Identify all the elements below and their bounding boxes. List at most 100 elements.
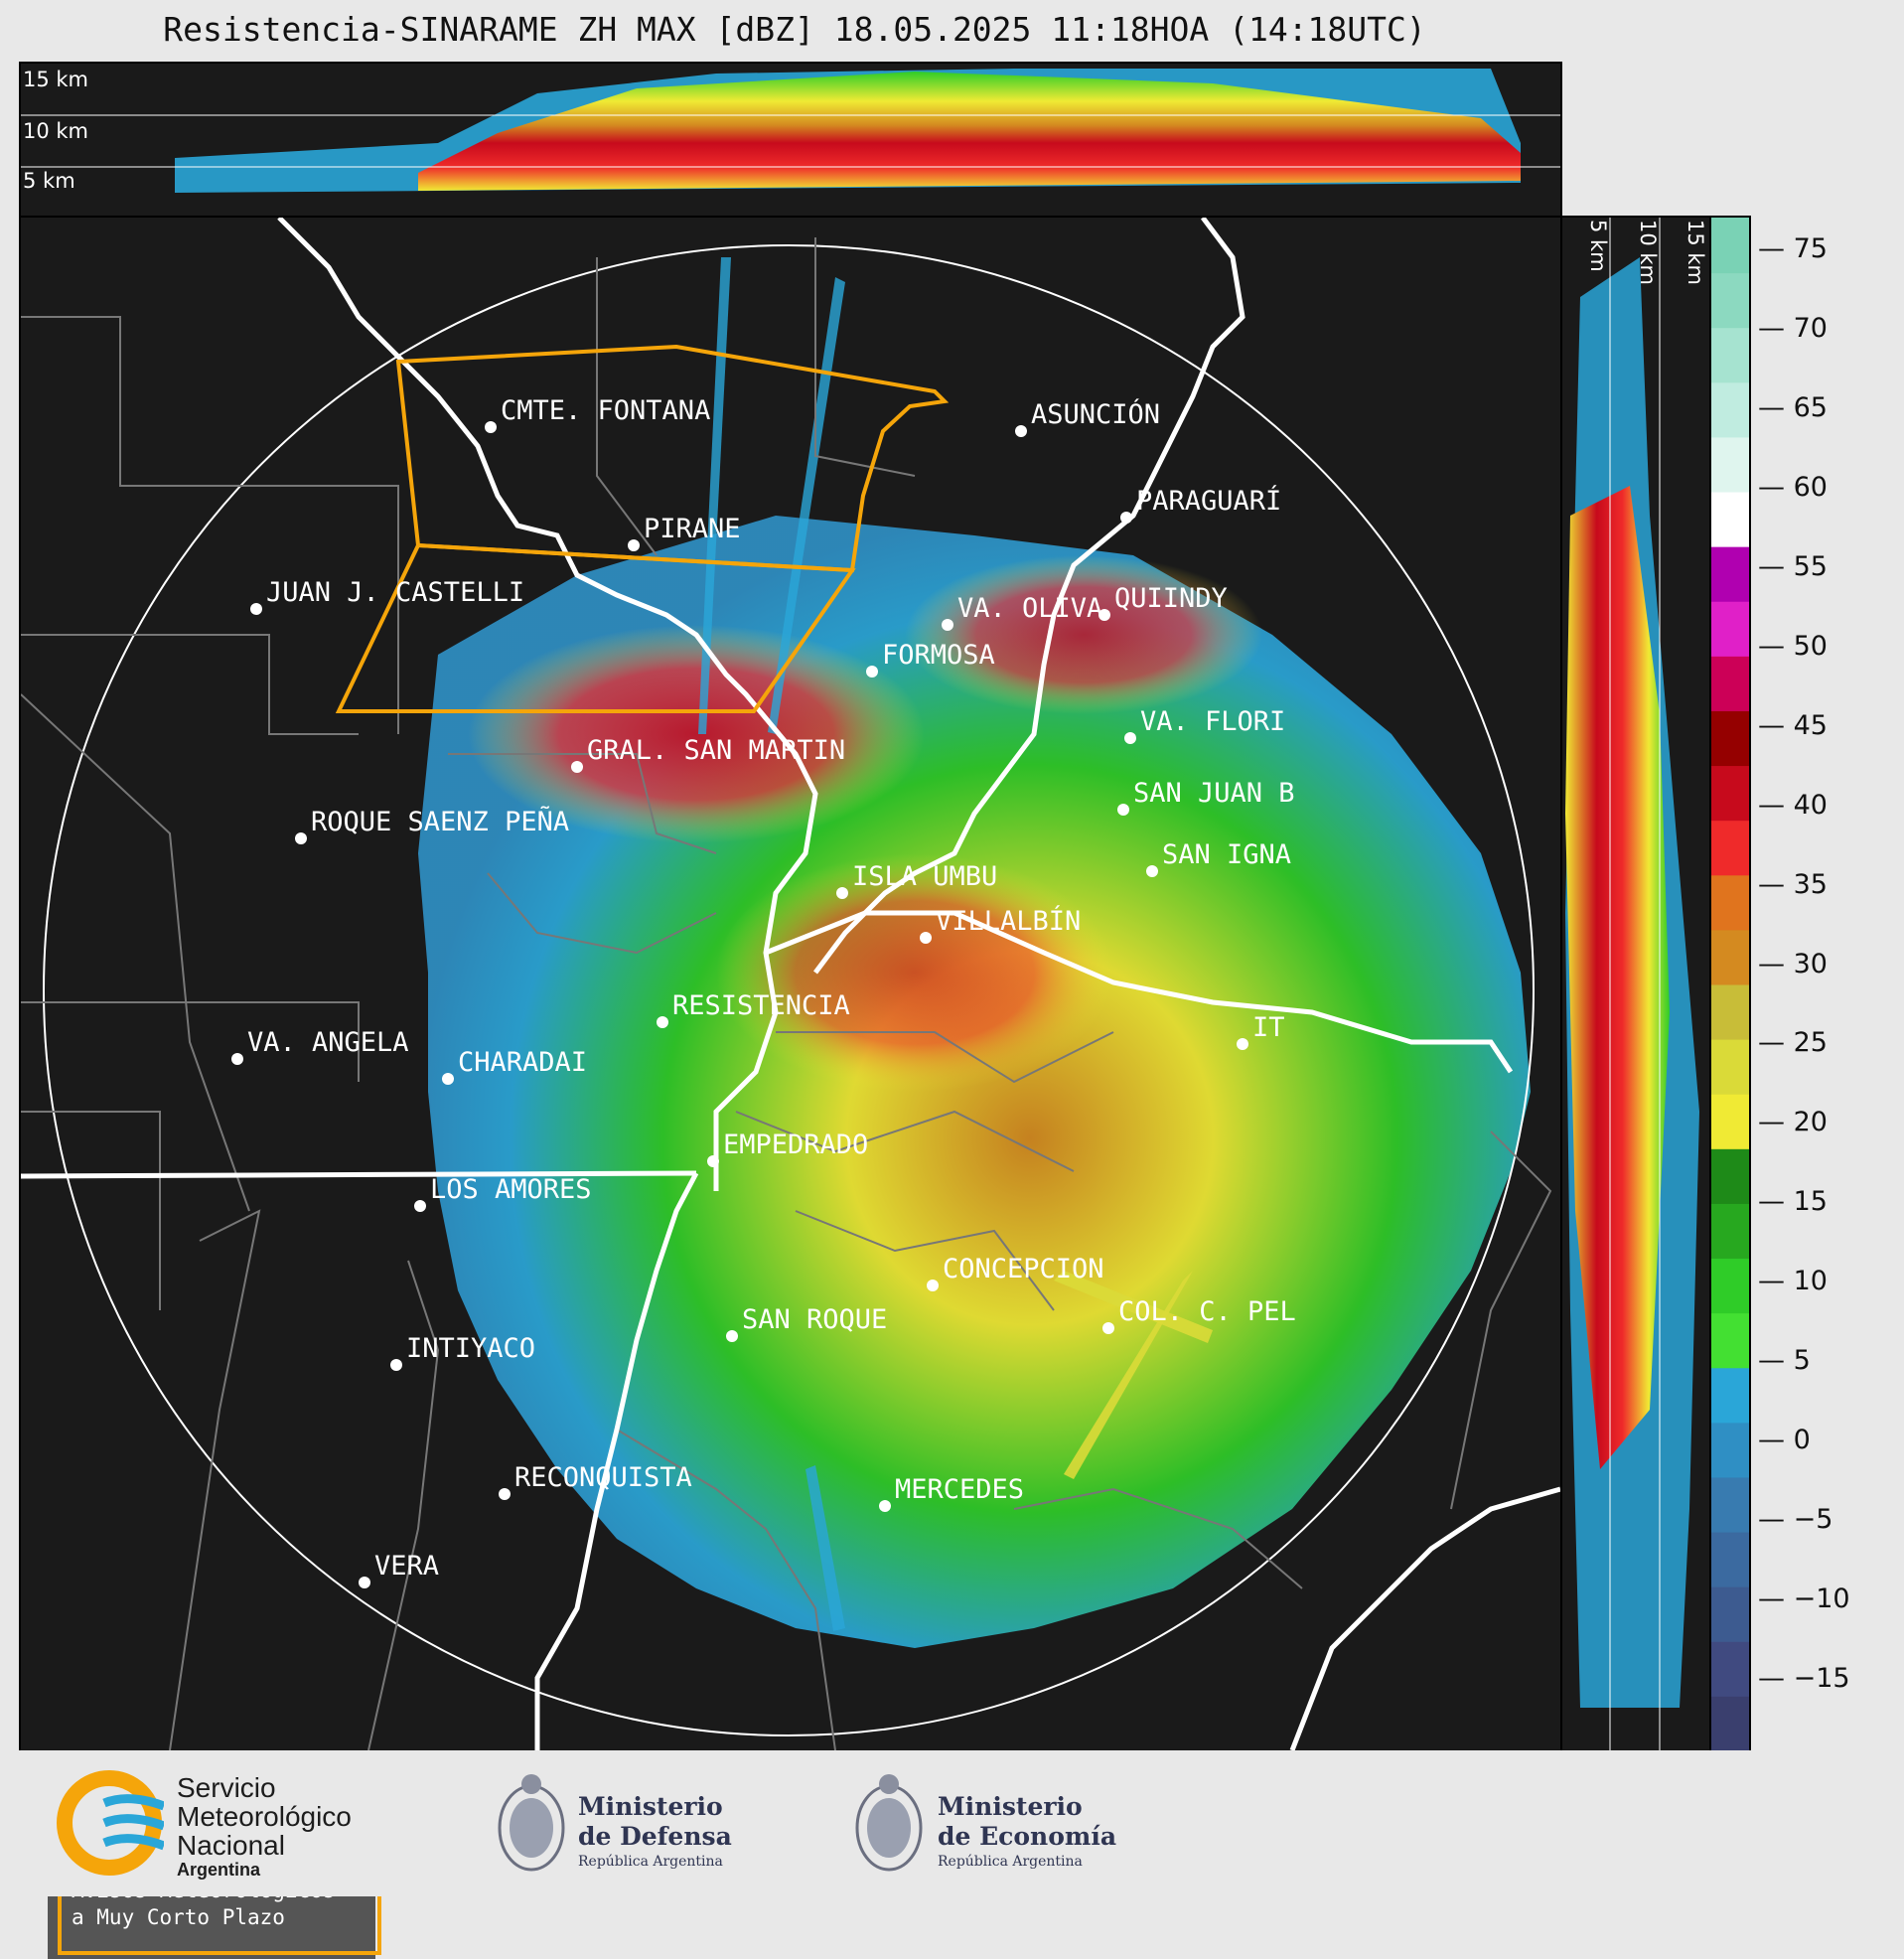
height-label-right-15km: 15 km	[1684, 220, 1707, 286]
city-dot	[485, 421, 497, 433]
colorbar-tick-label: — 50	[1758, 630, 1828, 662]
city-marker: QUIINDY	[1098, 583, 1228, 621]
city-label: VA. ANGELA	[247, 1027, 409, 1058]
colorbar-tick-label: — 65	[1758, 391, 1828, 423]
city-label: PIRANE	[644, 514, 741, 544]
city-dot	[1146, 865, 1158, 877]
colorbar-segment	[1711, 1258, 1749, 1314]
colorbar-segment	[1711, 874, 1749, 931]
city-label: COL. C. PEL	[1118, 1296, 1296, 1327]
city-marker: ISLA UMBU	[836, 861, 997, 899]
city-marker: INTIYACO	[390, 1333, 535, 1371]
city-label: SAN JUAN B	[1133, 778, 1295, 809]
city-label: VA. OLIVA	[957, 593, 1102, 624]
colorbar-segment	[1711, 1640, 1749, 1697]
radar-map: CMTE. FONTANA ASUNCIÓN PARAGUARÍ PIRANE JUAN…	[19, 216, 1562, 1959]
city-label: CONCEPCION	[943, 1254, 1104, 1284]
defensa-line-1: Ministerio	[578, 1792, 723, 1821]
city-dot	[499, 1488, 511, 1500]
city-dot	[836, 887, 848, 899]
city-label: RECONQUISTA	[514, 1462, 692, 1493]
city-marker: EMPEDRADO	[707, 1130, 868, 1167]
colorbar-tick-label: — 75	[1758, 232, 1828, 264]
defensa-line-2: de Defensa	[578, 1822, 732, 1851]
city-label: VERA	[374, 1551, 439, 1582]
city-marker: PIRANE	[628, 514, 741, 551]
city-label: GRAL. SAN MARTIN	[587, 735, 845, 766]
city-label: JUAN J. CASTELLI	[266, 577, 524, 608]
city-dot	[879, 1500, 891, 1512]
economia-line-3: República Argentina	[938, 1854, 1083, 1870]
city-marker: JUAN J. CASTELLI	[250, 577, 524, 615]
city-marker: CONCEPCION	[927, 1254, 1104, 1291]
economia-shield-icon	[855, 1774, 923, 1872]
city-label: RESISTENCIA	[672, 990, 850, 1021]
height-label-5km: 5 km	[23, 169, 75, 193]
smn-line-1: Servicio	[177, 1772, 276, 1803]
city-dot	[390, 1359, 402, 1371]
colorbar-segment	[1711, 1147, 1749, 1204]
city-label: SAN IGNA	[1162, 839, 1291, 870]
colorbar-segment	[1711, 820, 1749, 876]
city-label: QUIINDY	[1114, 583, 1228, 614]
colorbar-segment	[1711, 929, 1749, 985]
city-label: SAN ROQUE	[742, 1304, 887, 1335]
smn-logo-icon	[57, 1770, 164, 1876]
colorbar-tick-label: — 5	[1758, 1345, 1811, 1377]
colorbar-segment	[1711, 765, 1749, 822]
city-dot	[231, 1053, 243, 1065]
right-profile-canvas	[1565, 218, 1699, 1750]
city-marker: LOS AMORES	[414, 1174, 592, 1212]
city-marker: MERCEDES	[879, 1474, 1024, 1512]
colorbar-tick-label: — 70	[1758, 312, 1828, 344]
city-dot	[1015, 425, 1027, 437]
colorbar-segment	[1711, 1038, 1749, 1095]
colorbar-tick-label: — −15	[1758, 1663, 1850, 1695]
radar-spoke	[698, 257, 731, 734]
right-profile-core	[1565, 486, 1670, 1469]
city-marker: VERA	[359, 1551, 439, 1588]
city-marker: RESISTENCIA	[657, 990, 850, 1028]
radar-spoke	[806, 1465, 845, 1631]
map-title: Resistencia-SINARAME ZH MAX [dBZ] 18.05.…	[163, 10, 1426, 49]
city-dot	[571, 761, 583, 773]
city-dot	[707, 1155, 719, 1167]
colorbar-segment	[1711, 1202, 1749, 1260]
city-dot	[942, 619, 953, 631]
colorbar-segment	[1711, 491, 1749, 547]
range-ring	[43, 244, 1535, 1736]
colorbar-segment	[1711, 1476, 1749, 1533]
city-marker: CHARADAI	[442, 1047, 587, 1085]
city-dot	[1117, 804, 1129, 816]
city-dot	[442, 1073, 454, 1085]
top-profile-core	[418, 72, 1521, 191]
city-dot	[1237, 1038, 1248, 1050]
city-marker: PARAGUARÍ	[1120, 485, 1281, 524]
city-dot	[250, 603, 262, 615]
colorbar-segment	[1711, 327, 1749, 383]
colorbar-segment	[1711, 1367, 1749, 1424]
colorbar-tick-label: — −10	[1758, 1583, 1850, 1615]
colorbar-canvas	[1711, 218, 1749, 1750]
right-vertical-profile: 5 km 10 km 15 km	[1558, 216, 1711, 1752]
colorbar-tick-label: — 25	[1758, 1027, 1828, 1059]
colorbar-tick-label: — 60	[1758, 471, 1828, 503]
colorbar-segment	[1711, 218, 1749, 274]
rivers-and-borders	[21, 218, 1560, 1750]
height-label-10km: 10 km	[23, 119, 89, 143]
height-label-right-5km: 5 km	[1586, 220, 1610, 272]
footer-logos: Servicio Meteorológico Nacional Argentin…	[0, 1750, 1904, 1896]
defensa-line-3: República Argentina	[578, 1854, 723, 1870]
city-label: IT	[1252, 1012, 1285, 1043]
city-marker: SAN ROQUE	[726, 1304, 887, 1342]
radar-map-canvas: CMTE. FONTANA ASUNCIÓN PARAGUARÍ PIRANE JUAN…	[21, 218, 1560, 1750]
economia-line-1: Ministerio	[938, 1792, 1083, 1821]
colorbar-segment	[1711, 1531, 1749, 1587]
city-marker: IT	[1237, 1012, 1285, 1050]
colorbar-tick-label: — 20	[1758, 1107, 1828, 1138]
city-dot	[657, 1016, 668, 1028]
city-marker: RECONQUISTA	[499, 1462, 692, 1500]
colorbar-tick-label: — 55	[1758, 550, 1828, 582]
colorbar-tick-label: — −5	[1758, 1504, 1833, 1536]
colorbar-segment	[1711, 1093, 1749, 1149]
